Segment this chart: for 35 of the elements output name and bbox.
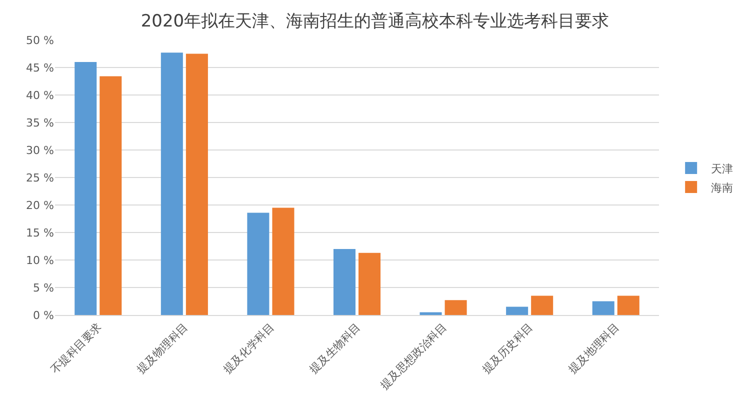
bar (247, 212, 270, 315)
y-tick-label: 25 % (26, 171, 54, 184)
y-tick-label: 30 % (26, 144, 54, 157)
bar (100, 76, 122, 315)
bar (506, 306, 528, 315)
bar (617, 296, 640, 315)
bar (74, 62, 97, 315)
legend-label: 海南 (711, 181, 734, 194)
x-tick-label: 提及思想政治科目 (378, 320, 450, 392)
y-tick-label: 0 % (33, 308, 54, 322)
bar (358, 252, 381, 315)
bar (592, 301, 614, 315)
bar (420, 312, 442, 315)
x-tick-label: 不提科目要求 (48, 320, 104, 376)
y-tick-label: 35 % (26, 116, 54, 130)
bar (160, 52, 183, 315)
bar (333, 249, 356, 315)
chart-title: 2020年拟在天津、海南招生的普通高校本科专业选考科目要求 (140, 11, 610, 32)
y-tick-label: 45 % (26, 61, 54, 74)
y-tick-label: 5 % (33, 281, 54, 294)
x-tick-label: 提及物理科目 (134, 320, 190, 376)
y-tick-label: 40 % (26, 88, 54, 102)
bar (444, 300, 467, 315)
x-tick-label: 提及历史科目 (480, 320, 536, 376)
y-tick-label: 50 % (26, 34, 54, 47)
y-tick-label: 15 % (26, 226, 54, 240)
legend-label: 天津 (711, 162, 734, 176)
bar (272, 208, 294, 315)
x-tick-label: 提及生物科目 (307, 320, 364, 376)
x-tick-label: 提及化学科目 (220, 320, 277, 376)
bar (186, 54, 208, 315)
bar (531, 296, 554, 315)
x-tick-label: 提及地理科目 (566, 320, 622, 376)
y-tick-label: 10 % (26, 254, 54, 267)
y-tick-label: 20 % (26, 198, 54, 212)
